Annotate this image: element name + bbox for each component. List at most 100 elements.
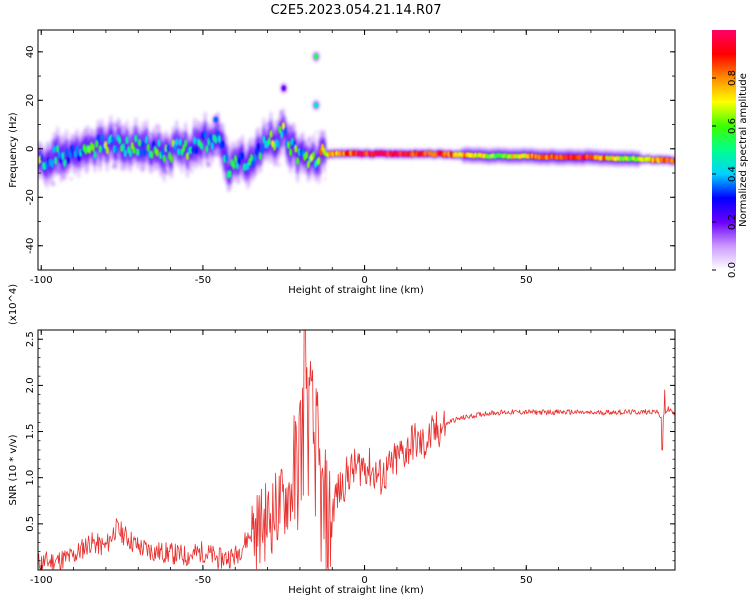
spectrogram-ridge-point: [96, 134, 101, 143]
colorbar: 0.0 0.2 0.4 0.6 0.8 Normalized spectral ampl…: [712, 30, 749, 278]
spectrogram-ridge-point: [105, 146, 109, 155]
spectrogram-frame: [37, 29, 676, 271]
spectrogram-ridge-point: [98, 145, 102, 153]
spectrogram-ridge-point: [251, 159, 255, 168]
spectrogram-speckle: [96, 162, 100, 166]
spectrogram-ridge-point: [160, 148, 165, 157]
spectrogram-ridge-point: [232, 161, 236, 170]
spectrogram-ridge-point: [75, 144, 79, 153]
spectrogram-ridge-point: [258, 152, 262, 161]
spectrogram-ridge-point: [68, 150, 72, 159]
spectrogram-speckle: [123, 125, 126, 129]
spectrogram-harmonic: [313, 102, 319, 108]
y-tick-label: 2.5: [25, 331, 36, 347]
spectrogram-speckle: [308, 136, 311, 142]
spectrogram-ridge-point: [278, 125, 282, 134]
spectrogram-speckle: [190, 170, 193, 173]
spectrogram-speckle: [142, 167, 145, 171]
spectrogram-harmonic: [281, 85, 286, 91]
spectrogram-core-layer: [38, 53, 675, 179]
spectrogram-ridge-point: [118, 136, 122, 145]
spectrogram-ridge-point: [267, 137, 271, 146]
spectrogram-y-label: Frequency (Hz): [8, 112, 19, 188]
snr-series-line: [38, 330, 675, 570]
spectrogram-ridge-point: [150, 150, 154, 159]
spectrogram-ridge-point: [210, 142, 214, 151]
spectrogram-speckle: [294, 169, 297, 173]
spectrogram-ridge-point: [280, 130, 284, 139]
spectrogram-ridge-point: [139, 149, 143, 157]
spectrogram-ridge-point: [66, 156, 70, 164]
spectrogram-speckle: [290, 164, 294, 168]
spectrogram-ridge-point: [128, 149, 133, 158]
spectrogram-ridge-point: [55, 144, 60, 153]
colorbar-tick-label: 0.4: [727, 166, 738, 182]
spectrogram-ridge-point: [61, 152, 65, 160]
y-tick-label: -40: [25, 238, 36, 254]
spectrogram-ridge-point: [283, 126, 287, 135]
spectrogram-ridge-point: [93, 150, 97, 159]
x-tick-label: -50: [195, 275, 211, 286]
spectrogram-ridge-point: [221, 140, 225, 149]
spectrogram-ridge-point: [175, 138, 179, 147]
spectrogram-ridge-point: [306, 160, 310, 169]
spectrogram-speckle: [114, 122, 118, 128]
spectrogram-ridge-point: [192, 136, 197, 145]
spectrogram-ridge-point: [224, 153, 229, 162]
spectrogram-speckle: [288, 126, 292, 131]
snr-y-axis: 0.5 1.0 1.5 2.0 2.5: [25, 331, 675, 562]
spectrogram-ridge-point: [255, 148, 259, 157]
spectrogram-ridge-point: [166, 144, 170, 153]
x-tick-label: 50: [520, 575, 533, 586]
spectrogram-chart: -100 -50 0 50 -40 -20 0 20 40 Height of straigh…: [8, 29, 676, 296]
spectrogram-ridge-point: [95, 140, 99, 148]
spectrogram-ridge-point: [304, 151, 309, 159]
y-tick-label: 20: [25, 94, 36, 107]
spectrogram-marks: [38, 51, 675, 193]
snr-x-label: Height of straight line (km): [288, 585, 424, 596]
spectrogram-ridge-point: [151, 140, 156, 149]
spectrogram-ridge-point: [240, 152, 245, 161]
spectrogram-ridge-point: [137, 138, 141, 147]
x-tick-label: 0: [361, 275, 367, 286]
spectrogram-ridge-point: [146, 143, 150, 152]
spectrogram-ridge-point: [157, 139, 161, 148]
spectrogram-speckle: [189, 166, 192, 170]
spectrogram-ridge-point: [317, 156, 321, 165]
y-tick-label: 40: [25, 45, 36, 58]
spectrogram-ridge-point: [191, 145, 195, 154]
spectrogram-ridge-point: [256, 142, 261, 151]
colorbar-gradient: [712, 30, 736, 270]
x-tick-label: 50: [520, 275, 533, 286]
spectrogram-speckle: [141, 168, 144, 172]
spectrogram-ridge-point: [214, 135, 218, 144]
spectrogram-ridge-point: [169, 155, 173, 164]
spectrogram-ridge-point: [233, 154, 238, 163]
spectrogram-ridge-point: [178, 138, 182, 147]
y-tick-label: 1.0: [25, 470, 36, 486]
y-tick-label: 1.5: [25, 424, 36, 440]
spectrogram-ridge-point: [269, 130, 273, 138]
x-tick-label: 0: [361, 575, 367, 586]
spectrogram-halo-layer: [38, 51, 675, 193]
spectrogram-ridge-point: [200, 142, 204, 151]
spectrogram-ridge-point: [132, 146, 136, 155]
spectrogram-ridge-point: [288, 148, 293, 157]
spectrogram-speckle: [166, 170, 168, 175]
snr-frame: [37, 329, 676, 571]
colorbar-tick-label: 0.0: [727, 262, 738, 278]
y-tick-label: 2.0: [25, 377, 36, 393]
spectrogram-ridge-point: [103, 140, 108, 149]
spectrogram-speckle: [150, 132, 154, 136]
spectrogram-ridge-point: [203, 130, 207, 139]
spectrogram-ridge-point: [121, 143, 125, 151]
colorbar-tick-label: 0.2: [727, 214, 738, 230]
snr-chart: -100 -50 0 50 0.5 1.0 1.5 2.0 2.5 Height of str…: [8, 284, 676, 596]
spectrogram-speckle: [155, 124, 159, 129]
colorbar-ticks: 0.0 0.2 0.4 0.6 0.8: [712, 70, 738, 278]
spectrogram-ridge-point: [276, 140, 280, 148]
snr-y-multiplier: (x10^4): [8, 284, 19, 325]
spectrogram-ridge-point: [162, 154, 166, 163]
spectrogram-ridge-point: [123, 149, 127, 158]
colorbar-tick-label: 0.6: [727, 118, 738, 134]
